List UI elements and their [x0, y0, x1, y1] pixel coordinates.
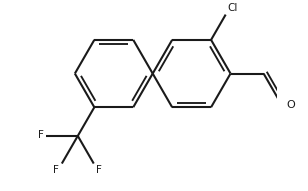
Text: F: F: [53, 165, 59, 176]
Text: Cl: Cl: [227, 3, 237, 13]
Text: O: O: [286, 100, 295, 109]
Text: F: F: [96, 165, 102, 175]
Text: F: F: [38, 130, 44, 140]
